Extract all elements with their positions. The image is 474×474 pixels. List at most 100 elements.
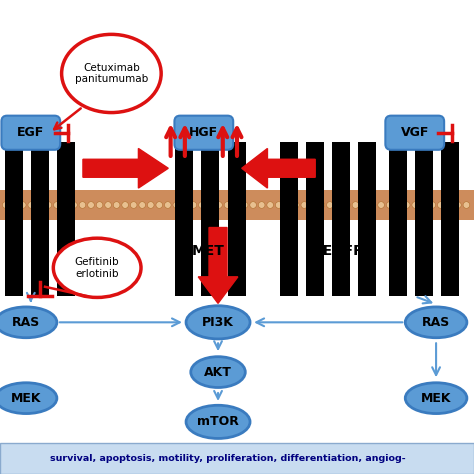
Circle shape xyxy=(224,202,231,209)
Text: mTOR: mTOR xyxy=(197,415,239,428)
Bar xyxy=(228,142,246,296)
Text: survival, apoptosis, motility, proliferation, differentiation, angiog-: survival, apoptosis, motility, prolifera… xyxy=(50,454,405,463)
Circle shape xyxy=(241,202,248,209)
FancyBboxPatch shape xyxy=(385,116,444,150)
Bar xyxy=(280,142,298,296)
Circle shape xyxy=(455,202,461,209)
Circle shape xyxy=(378,202,384,209)
Text: MEK: MEK xyxy=(11,392,41,405)
Circle shape xyxy=(369,202,376,209)
Circle shape xyxy=(310,202,316,209)
Text: EGF: EGF xyxy=(17,126,45,139)
Circle shape xyxy=(54,202,60,209)
Bar xyxy=(306,142,324,296)
Ellipse shape xyxy=(191,357,246,388)
FancyArrow shape xyxy=(242,148,315,188)
FancyBboxPatch shape xyxy=(1,116,60,150)
Ellipse shape xyxy=(53,238,141,298)
Circle shape xyxy=(79,202,86,209)
Circle shape xyxy=(386,202,393,209)
Bar xyxy=(175,142,193,296)
Circle shape xyxy=(96,202,103,209)
Circle shape xyxy=(207,202,214,209)
Text: VEGFR: VEGFR xyxy=(313,244,365,258)
Circle shape xyxy=(335,202,342,209)
Circle shape xyxy=(327,202,333,209)
FancyArrow shape xyxy=(83,148,168,188)
Circle shape xyxy=(139,202,146,209)
Ellipse shape xyxy=(62,35,161,113)
Circle shape xyxy=(173,202,180,209)
Circle shape xyxy=(62,202,69,209)
Circle shape xyxy=(301,202,308,209)
Ellipse shape xyxy=(405,383,467,413)
Circle shape xyxy=(45,202,52,209)
Circle shape xyxy=(156,202,163,209)
Bar xyxy=(332,142,350,296)
Ellipse shape xyxy=(0,307,57,337)
Circle shape xyxy=(344,202,350,209)
Circle shape xyxy=(36,202,43,209)
Ellipse shape xyxy=(186,405,250,438)
Circle shape xyxy=(216,202,222,209)
Circle shape xyxy=(275,202,282,209)
Bar xyxy=(389,142,407,296)
Circle shape xyxy=(164,202,171,209)
Circle shape xyxy=(122,202,128,209)
Circle shape xyxy=(292,202,299,209)
Circle shape xyxy=(130,202,137,209)
Text: VGF: VGF xyxy=(401,126,429,139)
Text: Gefitinib
erlotinib: Gefitinib erlotinib xyxy=(75,257,119,279)
Bar xyxy=(358,142,376,296)
Circle shape xyxy=(438,202,444,209)
Bar xyxy=(415,142,433,296)
Circle shape xyxy=(190,202,197,209)
Circle shape xyxy=(19,202,26,209)
Text: HGF: HGF xyxy=(189,126,219,139)
Circle shape xyxy=(71,202,77,209)
Circle shape xyxy=(88,202,94,209)
Circle shape xyxy=(412,202,419,209)
FancyArrow shape xyxy=(198,228,238,303)
Bar xyxy=(57,142,75,296)
Bar xyxy=(441,142,459,296)
Bar xyxy=(31,142,49,296)
Circle shape xyxy=(361,202,367,209)
Circle shape xyxy=(113,202,120,209)
Circle shape xyxy=(352,202,359,209)
Circle shape xyxy=(403,202,410,209)
Circle shape xyxy=(446,202,453,209)
FancyBboxPatch shape xyxy=(174,116,233,150)
Text: RAS: RAS xyxy=(12,316,40,329)
Text: AKT: AKT xyxy=(204,365,232,379)
Ellipse shape xyxy=(405,307,467,337)
Circle shape xyxy=(182,202,188,209)
Circle shape xyxy=(429,202,436,209)
Circle shape xyxy=(28,202,35,209)
Circle shape xyxy=(2,202,9,209)
Text: PI3K: PI3K xyxy=(202,316,234,329)
Circle shape xyxy=(233,202,239,209)
Text: MET: MET xyxy=(192,244,225,258)
Circle shape xyxy=(463,202,470,209)
Circle shape xyxy=(258,202,265,209)
Circle shape xyxy=(267,202,273,209)
Circle shape xyxy=(395,202,401,209)
Ellipse shape xyxy=(186,306,250,339)
Circle shape xyxy=(284,202,291,209)
Circle shape xyxy=(318,202,325,209)
Circle shape xyxy=(420,202,427,209)
Bar xyxy=(0,443,474,474)
Circle shape xyxy=(105,202,111,209)
Bar xyxy=(0,190,474,220)
Bar xyxy=(201,142,219,296)
Text: Cetuximab
panitumumab: Cetuximab panitumumab xyxy=(75,63,148,84)
Circle shape xyxy=(250,202,256,209)
Circle shape xyxy=(199,202,205,209)
Text: RAS: RAS xyxy=(422,316,450,329)
Circle shape xyxy=(147,202,154,209)
Bar xyxy=(5,142,23,296)
Text: MEK: MEK xyxy=(421,392,451,405)
Circle shape xyxy=(11,202,18,209)
Ellipse shape xyxy=(0,383,57,413)
